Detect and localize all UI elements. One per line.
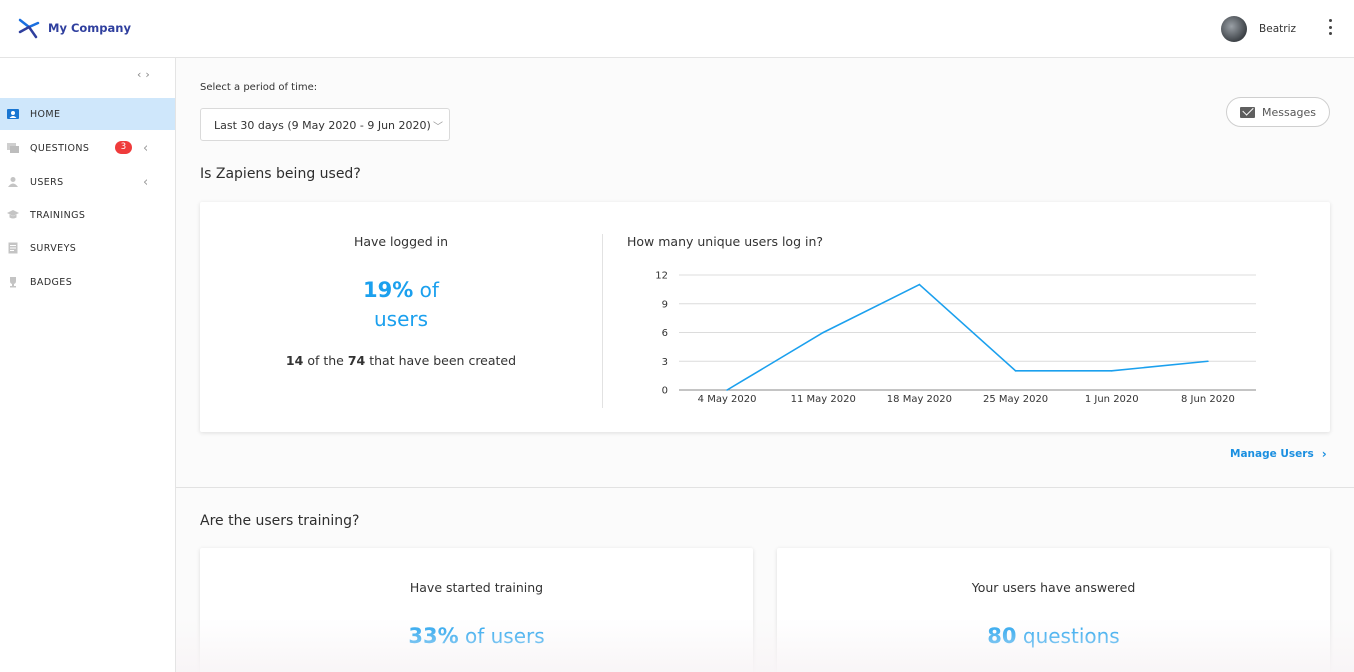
training-card: Have started training 33% of users (200, 548, 753, 672)
sidebar-item-trainings[interactable]: TRAININGS (0, 199, 175, 231)
section-divider (176, 487, 1354, 488)
y-tick-label: 9 (662, 299, 668, 310)
x-tick-label: 11 May 2020 (791, 394, 856, 405)
logged-in-count: 14 (285, 353, 304, 368)
sidebar-item-badges[interactable]: BADGES (0, 266, 175, 298)
user-menu[interactable]: Beatriz (1221, 16, 1296, 42)
chevron-down-icon: ﹀ (433, 122, 443, 133)
period-label: Select a period of time: (200, 82, 318, 93)
data-point (726, 389, 728, 391)
avatar[interactable] (1221, 16, 1248, 42)
user-badge-icon (7, 108, 19, 120)
logged-in-created: that have been created (369, 353, 517, 368)
manage-users-link[interactable]: Manage Users › (1230, 447, 1327, 461)
card-divider (602, 234, 603, 408)
sidebar-item-label: BADGES (30, 276, 73, 288)
usage-card: Have logged in 19% of users 14 of the 74… (200, 202, 1330, 432)
logged-in-percent-value: 19% (363, 278, 414, 302)
unique-logins-chart: 0 3 6 9 12 4 May 2020 11 May 2020 18 May 2020 25… (655, 271, 1256, 405)
main-content: Select a period of time: Last 30 days (9… (176, 58, 1354, 672)
x-tick-label: 18 May 2020 (887, 394, 952, 405)
sidebar-item-surveys[interactable]: SURVEYS (0, 232, 175, 264)
chevron-left-icon[interactable]: ‹ (143, 140, 149, 156)
answered-count: 80 questions (777, 622, 1330, 651)
series-line (726, 283, 1208, 391)
chevron-left-icon[interactable]: ‹ (143, 174, 149, 190)
answered-suffix: questions (1022, 624, 1120, 648)
data-point (1110, 370, 1113, 372)
sidebar-item-label: TRAININGS (30, 209, 86, 221)
training-percent: 33% of users (200, 622, 753, 651)
messages-label: Messages (1262, 105, 1316, 119)
company-name: My Company (48, 21, 131, 35)
graduation-cap-icon (7, 209, 19, 221)
answered-heading: Your users have answered (971, 580, 1136, 595)
created-total: 74 (347, 353, 366, 368)
sidebar-item-home[interactable]: HOME (0, 98, 175, 130)
envelope-icon (1240, 106, 1255, 118)
user-name: Beatriz (1259, 23, 1296, 35)
training-heading: Have started training (409, 580, 544, 595)
logged-in-of-the: of the (307, 353, 344, 368)
questions-count-badge: 3 (115, 141, 132, 154)
more-options-icon[interactable] (1322, 17, 1338, 37)
logo-icon (18, 18, 40, 39)
sidebar-item-label: SURVEYS (30, 242, 77, 254)
chart-title: How many unique users log in? (627, 234, 824, 249)
top-bar: My Company Beatriz (0, 0, 1354, 58)
section-title-training: Are the users training? (200, 513, 360, 529)
x-tick-label: 8 Jun 2020 (1181, 394, 1235, 405)
logged-in-users: users (373, 307, 429, 331)
logged-in-detail: 14 of the 74 that have been created (200, 353, 602, 368)
period-select[interactable]: Last 30 days (9 May 2020 - 9 Jun 2020) ﹀ (200, 108, 450, 141)
x-tick-label: 4 May 2020 (698, 394, 757, 405)
y-tick-label: 12 (655, 271, 668, 282)
sidebar-item-label: USERS (30, 176, 64, 188)
sidebar-item-label: HOME (30, 108, 61, 120)
sidebar-item-questions[interactable]: QUESTIONS 3 ‹ (0, 132, 175, 164)
manage-users-label: Manage Users (1230, 448, 1314, 460)
person-icon (7, 176, 19, 188)
logged-in-heading: Have logged in (353, 234, 449, 249)
data-point (822, 331, 825, 334)
sidebar-item-users[interactable]: USERS ‹ (0, 166, 175, 198)
data-point (918, 283, 921, 286)
sidebar-item-label: QUESTIONS (30, 142, 90, 154)
answered-count-value: 80 (987, 624, 1017, 648)
data-point (1014, 370, 1017, 372)
logged-in-of: of (419, 278, 439, 302)
chat-icon (7, 142, 19, 154)
company-logo[interactable]: My Company (16, 15, 131, 41)
section-title-usage: Is Zapiens being used? (200, 166, 361, 182)
clipboard-icon (7, 242, 19, 254)
x-tick-label: 1 Jun 2020 (1085, 394, 1139, 405)
training-suffix: of users (464, 624, 545, 648)
collapse-sidebar-icon[interactable]: ‹› (137, 68, 154, 81)
y-tick-label: 3 (662, 357, 668, 368)
period-value: Last 30 days (9 May 2020 - 9 Jun 2020) (214, 119, 431, 132)
trophy-icon (7, 276, 19, 288)
x-tick-label: 25 May 2020 (983, 394, 1048, 405)
training-percent-value: 33% (408, 624, 459, 648)
y-tick-label: 6 (662, 328, 668, 339)
chevron-right-icon: › (1321, 447, 1327, 461)
y-tick-label: 0 (662, 386, 668, 397)
messages-button[interactable]: Messages (1226, 97, 1330, 127)
sidebar: ‹› HOME QUESTIONS 3 ‹ USERS ‹ TRAININGS … (0, 58, 176, 672)
data-point (1207, 360, 1209, 363)
answered-card: Your users have answered 80 questions (777, 548, 1330, 672)
logged-in-percent: 19% of users (200, 276, 602, 334)
